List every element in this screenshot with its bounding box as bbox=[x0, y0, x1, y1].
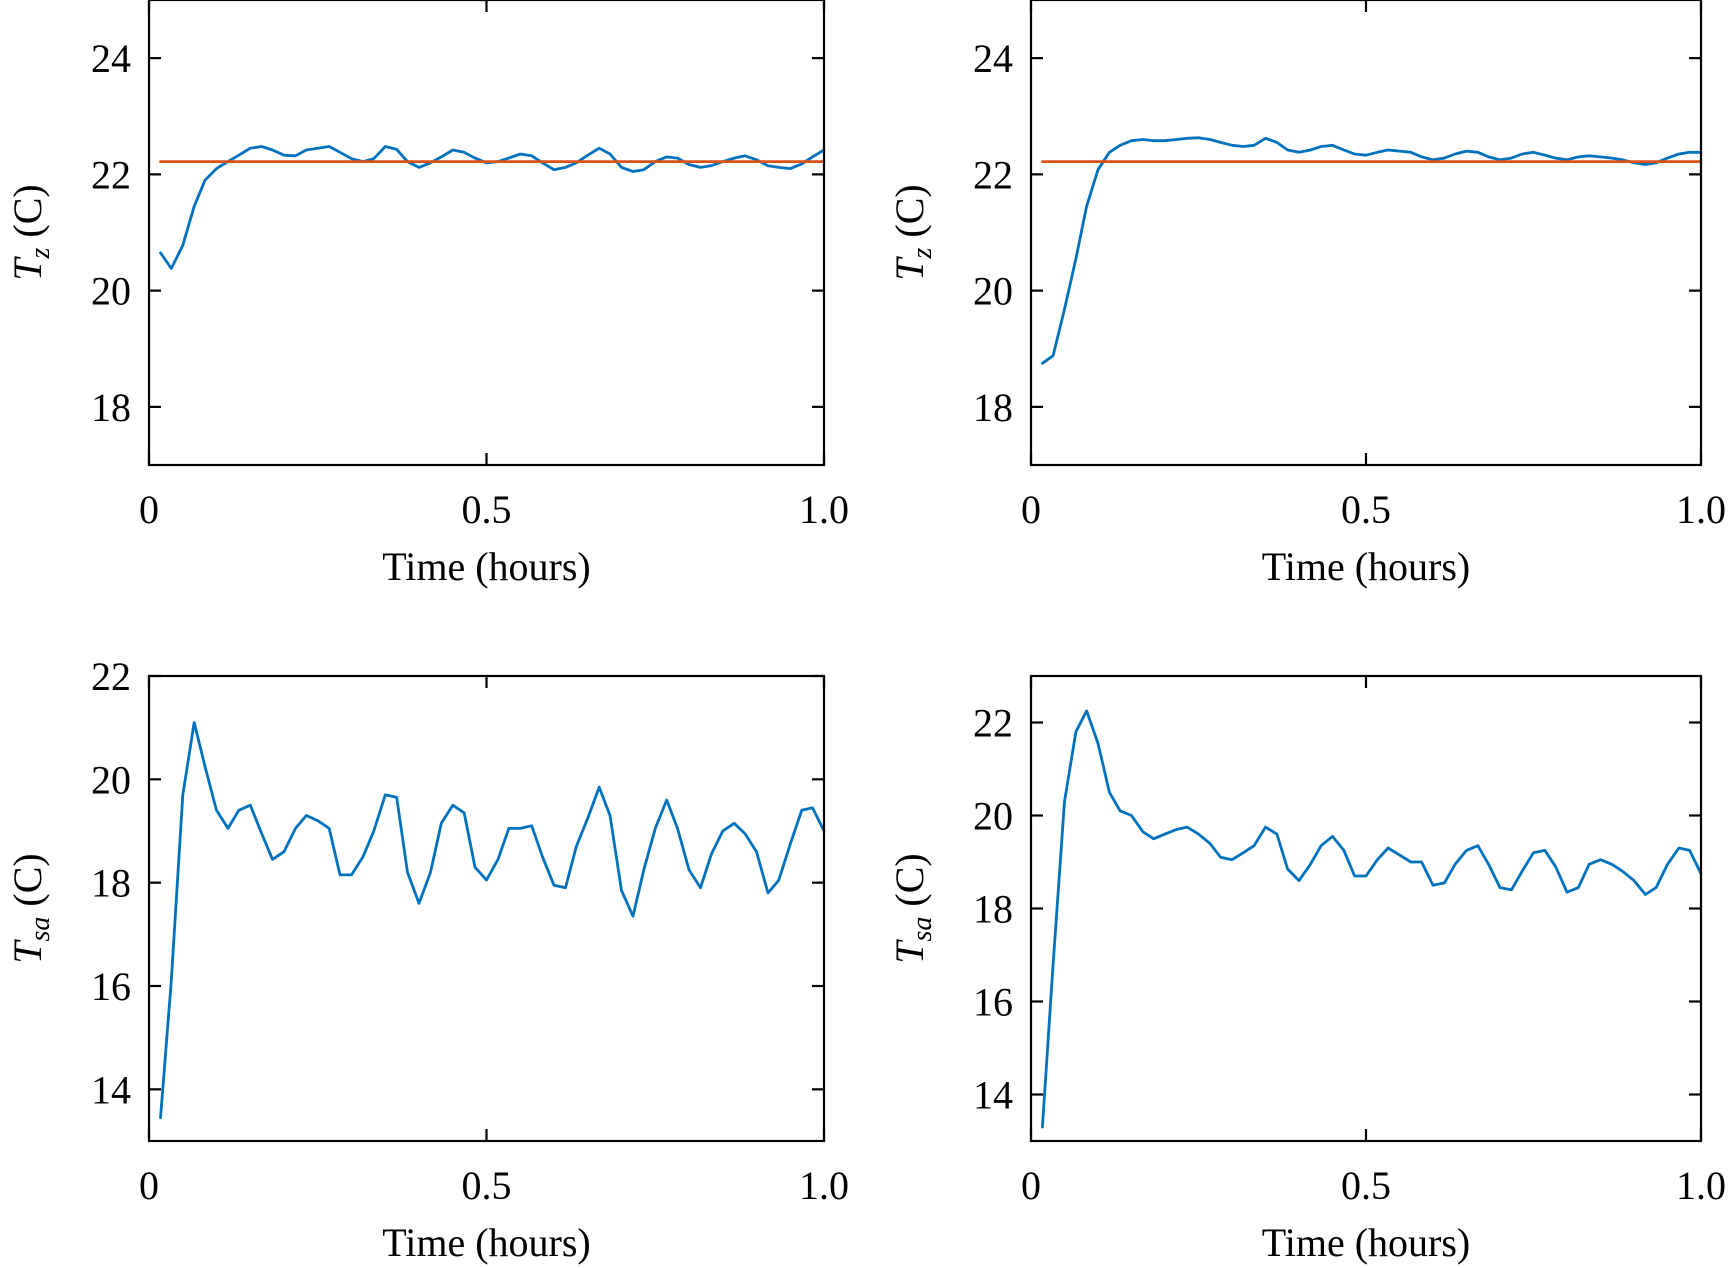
x-tick-label: 0.5 bbox=[462, 1163, 512, 1208]
x-tick-label: 1.0 bbox=[1676, 1163, 1726, 1208]
y-tick-label: 20 bbox=[973, 269, 1013, 314]
series-line-0 bbox=[1041, 709, 1703, 1129]
plot-frame bbox=[147, 0, 826, 467]
x-tick-label: 0.5 bbox=[462, 487, 512, 532]
x-tick-label: 0 bbox=[139, 487, 159, 532]
x-tick-label: 0.5 bbox=[1341, 1163, 1391, 1208]
y-tick-label: 20 bbox=[973, 794, 1013, 839]
panel-tz-right: 0 0.5 1.0 18 20 22 24 Time (hours) Tz (C) bbox=[887, 0, 1726, 589]
plot-frame bbox=[147, 674, 826, 1143]
x-tick-label: 0 bbox=[139, 1163, 159, 1208]
y-tick-label: 22 bbox=[91, 152, 131, 197]
y-tick-label: 20 bbox=[91, 269, 131, 314]
x-axis-label: Time (hours) bbox=[1262, 544, 1471, 589]
panel-tz-left: 0 0.5 1.0 18 20 22 24 Time (hours) Tz (C) bbox=[5, 0, 849, 589]
x-axis-label: Time (hours) bbox=[382, 1220, 591, 1265]
y-tick-label: 22 bbox=[91, 654, 131, 699]
series-line-0 bbox=[1041, 136, 1703, 365]
y-tick-label: 18 bbox=[91, 861, 131, 906]
y-tick-label: 20 bbox=[91, 757, 131, 802]
panel-tsa-right: 0 0.5 1.0 14 16 18 20 22 Time (hours) Tsa (C) bbox=[887, 674, 1726, 1265]
x-tick-label: 1.0 bbox=[799, 487, 849, 532]
x-tick-label: 0.5 bbox=[1341, 487, 1391, 532]
y-tick-label: 16 bbox=[973, 980, 1013, 1025]
y-tick-label: 24 bbox=[91, 36, 131, 81]
y-axis-label: Tsa (C) bbox=[5, 853, 56, 963]
y-tick-label: 22 bbox=[973, 701, 1013, 746]
series-line-0 bbox=[159, 721, 826, 1120]
y-tick-label: 18 bbox=[973, 887, 1013, 932]
x-axis-label: Time (hours) bbox=[1262, 1220, 1471, 1265]
y-tick-label: 14 bbox=[973, 1073, 1013, 1118]
panel-tsa-left: 0 0.5 1.0 14 16 18 20 22 Time (hours) Tsa (C) bbox=[5, 654, 849, 1265]
series-line-0 bbox=[159, 145, 826, 270]
y-tick-label: 14 bbox=[91, 1067, 131, 1112]
y-tick-label: 22 bbox=[973, 152, 1013, 197]
x-tick-label: 1.0 bbox=[799, 1163, 849, 1208]
y-tick-label: 24 bbox=[973, 36, 1013, 81]
y-axis-label: Tsa (C) bbox=[887, 853, 938, 963]
plot-frame bbox=[1029, 674, 1703, 1143]
y-axis-label: Tz (C) bbox=[5, 184, 56, 280]
x-tick-label: 0 bbox=[1021, 487, 1041, 532]
y-tick-label: 18 bbox=[91, 385, 131, 430]
plot-frame bbox=[1029, 0, 1703, 467]
y-axis-label: Tz (C) bbox=[887, 184, 938, 280]
y-tick-label: 16 bbox=[91, 964, 131, 1009]
x-tick-label: 1.0 bbox=[1676, 487, 1726, 532]
x-axis-label: Time (hours) bbox=[382, 544, 591, 589]
x-tick-label: 0 bbox=[1021, 1163, 1041, 1208]
y-tick-label: 18 bbox=[973, 385, 1013, 430]
